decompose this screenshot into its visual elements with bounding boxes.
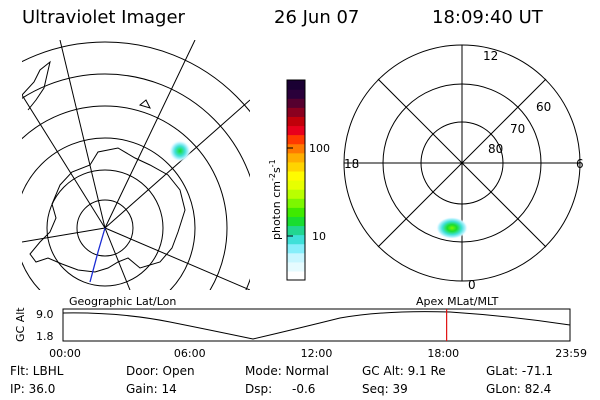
island-coast — [138, 99, 151, 109]
mlat-label-80: 80 — [488, 142, 503, 156]
glon-status: GLon: 82.4 — [486, 382, 552, 396]
colorbar-band — [287, 152, 305, 163]
longitude-lines — [22, 40, 250, 290]
south-america-coast — [22, 60, 51, 111]
app-title: Ultraviolet Imager — [22, 7, 185, 28]
orbit-plot-xticks: 00:00 06:00 12:00 18:00 23:59 — [49, 347, 587, 360]
apex-map-label: Apex MLat/MLT — [416, 295, 499, 308]
ip-status: IP: 36.0 — [10, 382, 56, 396]
colorbar-band — [287, 161, 305, 172]
mlt-label-6: 6 — [576, 157, 584, 171]
orbit-plot-ymax: 9.0 — [36, 308, 54, 321]
antarctica-coastline — [29, 147, 186, 273]
filter-status: Flt: LBHL — [10, 364, 64, 378]
orbit-plot-xtick-label: 06:00 — [174, 347, 206, 360]
door-status: Door: Open — [126, 364, 195, 378]
colorbar-band — [287, 225, 305, 236]
orbit-plot-xtick-label: 00:00 — [49, 347, 81, 360]
colorbar-band — [287, 134, 305, 145]
colorbar-band — [287, 189, 305, 199]
colorbar-band — [287, 207, 305, 217]
orbit-plot-xtick-label: 12:00 — [301, 347, 333, 360]
apex-polar-plot — [343, 44, 581, 282]
orbit-plot-xtick-label: 18:00 — [427, 347, 459, 360]
dsp-label: Dsp: — [245, 382, 273, 396]
glat-status: GLat: -71.1 — [486, 364, 553, 378]
apex-aurora-spot — [436, 217, 468, 239]
time-display: 18:09:40 UT — [432, 7, 543, 28]
dsp-value: -0.6 — [292, 382, 316, 396]
altitude-curve — [62, 311, 571, 340]
geo-aurora-spot — [169, 140, 191, 162]
colorbar-band — [287, 125, 305, 136]
date-display: 26 Jun 07 — [274, 7, 360, 28]
latitude-circles — [22, 41, 250, 290]
orbit-altitude-plot — [62, 308, 571, 342]
orbit-plot-frame — [62, 308, 571, 342]
mlat-label-70: 70 — [510, 122, 525, 136]
mlat-label-60: 60 — [536, 100, 551, 114]
colorbar-band — [287, 80, 305, 90]
colorbar — [286, 79, 306, 281]
geo-map-label: Geographic Lat/Lon — [69, 295, 176, 308]
mlt-label-12: 12 — [483, 49, 498, 63]
colorbar-band — [287, 89, 305, 99]
orbit-plot-xtick-label: 23:59 — [555, 347, 587, 360]
colorbar-unit-label: photon cm-2s-1 — [268, 159, 283, 240]
colorbar-band — [287, 143, 305, 154]
colorbar-band — [287, 243, 305, 254]
mode-status: Mode: Normal — [245, 364, 329, 378]
colorbar-band — [287, 116, 305, 127]
colorbar-band — [287, 107, 305, 117]
colorbar-band — [287, 98, 305, 108]
colorbar-band — [287, 198, 305, 208]
gain-status: Gain: 14 — [126, 382, 177, 396]
geographic-map — [22, 40, 250, 290]
spacecraft-track — [89, 227, 106, 283]
colorbar-band — [287, 170, 305, 181]
colorbar-band — [287, 270, 305, 281]
colorbar-frame — [286, 79, 306, 281]
mlt-lines — [344, 45, 580, 281]
colorbar-tick-label-10: 10 — [312, 230, 326, 243]
gc-alt-status: GC Alt: 9.1 Re — [362, 364, 446, 378]
colorbar-band — [287, 216, 305, 227]
mlt-label-0: 0 — [468, 278, 476, 292]
mlt-label-18: 18 — [344, 157, 359, 171]
colorbar-band — [287, 252, 305, 263]
orbit-plot-ymin: 1.8 — [36, 330, 54, 343]
colorbar-band — [287, 180, 305, 190]
colorbar-band — [287, 234, 305, 245]
orbit-plot-ylabel: GC Alt — [14, 307, 27, 342]
colorbar-tick-label-100: 100 — [309, 142, 330, 155]
colorbar-band — [287, 261, 305, 272]
seq-status: Seq: 39 — [362, 382, 408, 396]
